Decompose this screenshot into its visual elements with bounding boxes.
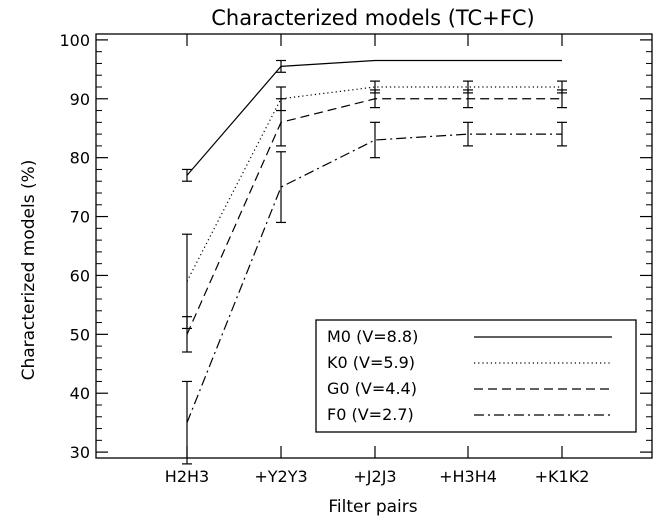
y-tick-label: 80 [70,149,90,168]
series-line-solid [186,59,562,176]
y-tick-label: 90 [70,90,90,109]
legend-label: K0 (V=5.9) [327,353,415,372]
series-line-dashdot [186,133,562,423]
x-tick-label: +H3H4 [439,467,497,486]
y-tick-label: 70 [70,208,90,227]
legend: M0 (V=8.8) K0 (V=5.9) G0 (V=4.4) F0 (V=2.7) [315,319,637,433]
y-tick-label: 60 [70,266,90,285]
y-tick-label: 100 [59,31,90,50]
y-tick-label: 40 [70,384,90,403]
legend-box [315,319,637,433]
x-tick-label: H2H3 [165,467,209,486]
plot-frame [95,33,653,459]
chart-title: Characterized models (TC+FC) [211,6,534,30]
x-axis-label: Filter pairs [328,497,417,517]
x-tick-label: +J2J3 [353,467,396,486]
y-tick-label: 30 [70,443,90,462]
y-axis-label: Characterized models (%) [19,160,39,381]
legend-label: G0 (V=4.4) [327,379,417,398]
y-tick-label: 50 [70,325,90,344]
x-tick-label: +Y2Y3 [254,467,307,486]
legend-label: F0 (V=2.7) [327,405,414,424]
series-line-dotted [186,86,562,282]
x-tick-label: +K1K2 [535,467,590,486]
series-group [182,59,567,465]
axis-ticks: 30 40 50 60 70 80 90 100 H2H3 +Y2Y3 +J2J3 +H3H4 +K1K… [59,31,652,486]
legend-label: M0 (V=8.8) [327,327,418,346]
